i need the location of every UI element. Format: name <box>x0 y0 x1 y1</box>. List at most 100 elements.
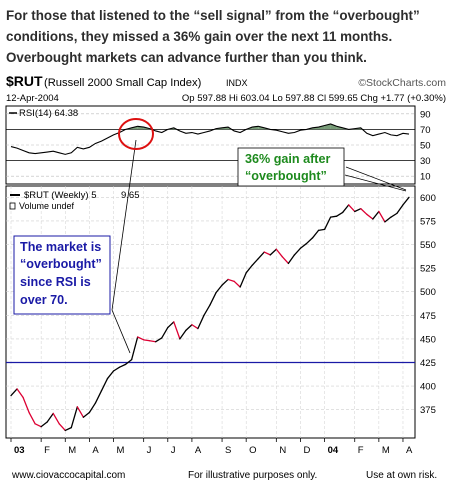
price-tick-label: 550 <box>420 240 436 251</box>
headline-line-1: For those that listened to the “sell sig… <box>6 8 420 23</box>
price-segment <box>269 248 277 256</box>
rsi-tick-label: 50 <box>420 141 431 152</box>
price-segment <box>378 210 386 223</box>
overbought-label-line-1: The market is <box>20 240 101 254</box>
price-segment <box>167 321 175 329</box>
chart-index-name: (Russell 2000 Small Cap Index) <box>44 77 202 89</box>
price-segment <box>149 340 157 343</box>
price-segment <box>185 324 193 332</box>
price-segment <box>100 377 109 392</box>
price-legend-value: 9.65 <box>121 190 140 201</box>
price-segment <box>354 208 362 213</box>
rsi-fill-segment <box>330 123 337 130</box>
price-segment <box>136 336 145 341</box>
price-segment <box>329 215 338 218</box>
price-tick-label: 500 <box>420 287 436 298</box>
price-segment <box>275 248 284 258</box>
chart-symbol: $RUT <box>6 73 43 89</box>
price-segment <box>197 314 205 330</box>
price-segment <box>143 339 151 342</box>
price-segment <box>287 254 296 265</box>
price-segment <box>372 210 380 220</box>
price-line-group <box>10 196 410 432</box>
x-tick-label: S <box>225 445 231 456</box>
rsi-tick-label: 90 <box>420 109 431 120</box>
rsi-legend: RSI(14) 64.38 <box>9 108 78 119</box>
rsi-tick-label: 10 <box>420 172 431 183</box>
rsi-line-group <box>10 123 410 155</box>
x-tick-label: A <box>92 445 99 456</box>
price-segment <box>46 412 54 423</box>
price-segment <box>360 208 368 215</box>
price-tick-label: 600 <box>420 193 436 204</box>
x-tick-label: 03 <box>14 445 25 456</box>
price-segment <box>227 278 235 282</box>
rsi-legend-text: RSI(14) 64.38 <box>19 108 78 119</box>
overbought-pointer-line <box>111 139 137 311</box>
price-segment <box>215 284 223 294</box>
price-segment <box>263 251 271 256</box>
x-tick-label: N <box>279 445 286 456</box>
price-segment <box>94 390 103 404</box>
chart-exchange: INDX <box>226 78 248 88</box>
price-segment <box>348 204 356 213</box>
x-tick-label: M <box>117 445 125 456</box>
price-tick-label: 450 <box>420 334 436 345</box>
chart-quote: Op 597.88 Hi 603.04 Lo 597.88 Cl 599.65 … <box>182 93 446 104</box>
price-segment <box>64 426 72 432</box>
price-segment <box>155 337 163 343</box>
x-tick-label: D <box>303 445 310 456</box>
overbought-annotation: The market is “overbought” since RSI is … <box>13 235 111 315</box>
price-segment <box>173 321 181 340</box>
x-tick-label: O <box>249 445 256 456</box>
chart-source: ©StockCharts.com <box>358 77 446 89</box>
headline: For those that listened to the “sell sig… <box>6 3 426 69</box>
price-segment <box>106 370 115 380</box>
overbought-pointer-line-2 <box>111 309 131 354</box>
price-segment <box>112 366 121 372</box>
price-segment <box>124 359 133 366</box>
footer: www.ciovaccocapital.com For illustrative… <box>0 462 451 492</box>
price-segment <box>161 326 169 339</box>
overbought-label-line-2: “overbought” <box>20 257 102 271</box>
x-tick-label: J <box>171 445 176 456</box>
gain-annotation: 36% gain after “overbought” <box>237 147 345 187</box>
price-segment <box>58 423 66 432</box>
rsi-tick-label: 70 <box>420 125 431 136</box>
overbought-box <box>13 235 111 315</box>
price-segment <box>293 247 302 256</box>
price-tick-label: 575 <box>420 216 436 227</box>
price-segment <box>305 237 314 245</box>
price-segment <box>179 329 187 340</box>
gain-label-line-1: 36% gain after <box>245 152 330 166</box>
price-legend-text: $RUT (Weekly) 5 <box>24 190 97 201</box>
price-segment <box>257 251 265 260</box>
price-segment <box>342 204 350 214</box>
price-segment <box>396 204 404 215</box>
price-segment <box>390 212 398 218</box>
price-segment <box>28 411 36 425</box>
price-tick-label: 400 <box>420 382 436 393</box>
gain-label-line-2: “overbought” <box>245 169 327 183</box>
headline-line-2: conditions, they missed a 36% gain over … <box>6 29 393 44</box>
price-segment <box>88 402 97 414</box>
chart-date: 12-Apr-2004 <box>6 93 59 104</box>
price-segment <box>40 421 48 428</box>
price-segment <box>335 211 344 217</box>
price-segment <box>203 304 211 316</box>
rsi-overbought-circle <box>118 118 154 150</box>
x-tick-label: M <box>382 445 390 456</box>
overbought-label-line-4: over 70. <box>20 293 68 307</box>
price-axis: 375 400 425 450 475 500 525 550 575 600 <box>420 193 436 416</box>
x-tick-label: F <box>44 445 50 456</box>
overbought-label-line-3: since RSI is <box>20 275 91 289</box>
price-segment <box>22 396 30 414</box>
rsi-fill-segment <box>318 125 325 130</box>
price-segment <box>82 411 91 418</box>
price-tick-label: 425 <box>420 358 436 369</box>
rsi-axis: 10 30 50 70 90 <box>420 109 431 182</box>
price-segment <box>251 258 259 266</box>
price-tick-label: 375 <box>420 405 436 416</box>
price-segment <box>233 280 241 288</box>
